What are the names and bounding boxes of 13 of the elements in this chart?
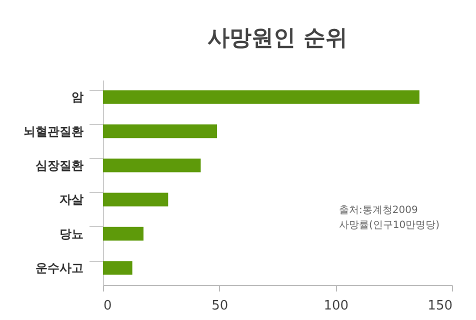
x-tick-label: 100 <box>324 298 349 314</box>
x-tick-label: 50 <box>212 298 228 314</box>
chart-title: 사망원인 순위 <box>208 26 348 51</box>
y-tick-label: 뇌혈관질환 <box>24 124 84 138</box>
annotation: 사망률(인구10만명당) <box>339 220 440 231</box>
y-tick-label: 심장질환 <box>36 158 84 172</box>
y-tick-label: 자살 <box>60 192 84 207</box>
x-tick-label: 150 <box>428 298 452 314</box>
annotation: 출처:통계청2009 <box>339 205 418 216</box>
y-tick-label: 운수사고 <box>36 260 84 275</box>
x-tick-label: 0 <box>104 298 112 314</box>
y-tick-label: 당뇨 <box>60 226 84 241</box>
y-tick-label: 암 <box>72 90 84 104</box>
